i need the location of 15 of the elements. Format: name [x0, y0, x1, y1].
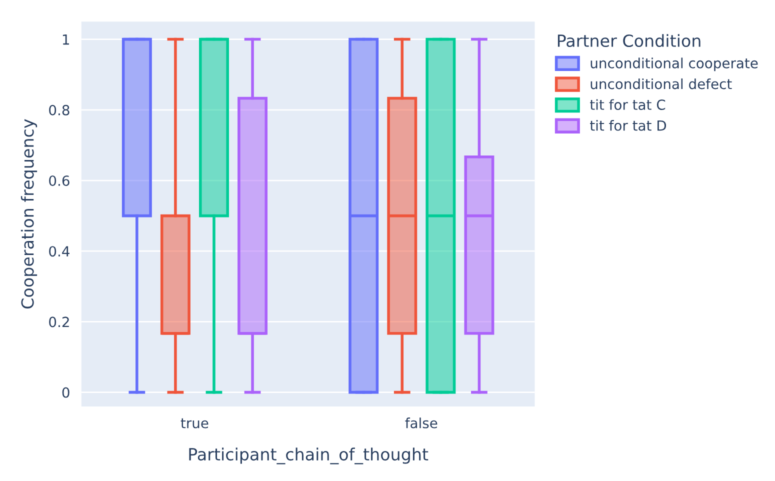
- x-axis-title: Participant_chain_of_thought: [189, 448, 428, 464]
- legend-title: Partner Condition: [558, 34, 700, 48]
- y-tick-label: 0.8: [49, 104, 70, 116]
- legend-label: tit for tat D: [590, 120, 666, 131]
- y-tick-label: 1: [62, 34, 69, 45]
- y-tick-label: 0.4: [49, 246, 70, 257]
- legend-label: unconditional defect: [590, 78, 732, 90]
- x-tick-label: false: [405, 418, 438, 428]
- y-tick-label: 0.2: [49, 316, 69, 328]
- y-tick-label: 0: [62, 387, 70, 398]
- legend-label: unconditional cooperate: [590, 58, 758, 72]
- x-tick-label: true: [180, 418, 208, 428]
- legend-label: tit for tat C: [590, 99, 666, 110]
- y-tick-label: 0.6: [49, 175, 70, 186]
- y-axis-title: Cooperation frequency: [20, 119, 38, 308]
